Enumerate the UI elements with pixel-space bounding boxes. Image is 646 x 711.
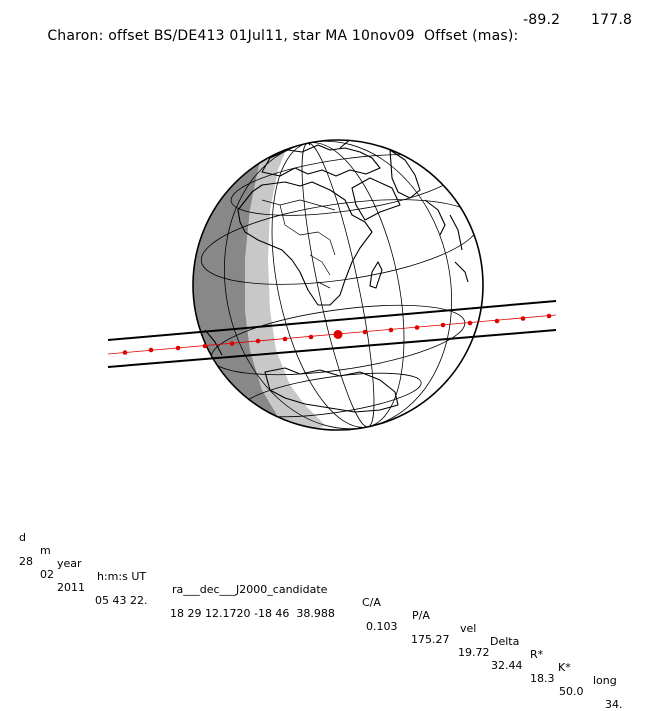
col-rstar: R* — [530, 648, 544, 661]
col-year: year — [57, 557, 82, 570]
time-marker — [520, 316, 526, 321]
time-marker — [122, 350, 128, 355]
arabia-outline — [351, 177, 401, 221]
time-marker — [362, 329, 368, 335]
offset-values: -89.2 177.8 — [38, 12, 638, 60]
title-text: Charon: offset BS/DE413 01Jul11, star MA… — [47, 28, 519, 44]
time-marker — [388, 327, 394, 333]
occultation-map — [107, 139, 557, 431]
col-radec: ra___dec___J2000_candidate — [172, 583, 328, 596]
col-pa: P/A — [412, 609, 430, 622]
africa-outline — [237, 181, 373, 306]
col-long: long — [593, 674, 617, 687]
madagascar-outline — [369, 261, 383, 289]
time-marker — [494, 318, 500, 324]
antarctica-outline — [264, 367, 399, 413]
shadow-limit-north — [107, 300, 557, 341]
val-time: 05 43 22. — [95, 594, 148, 607]
time-marker — [229, 341, 235, 346]
time-marker — [175, 345, 181, 351]
time-marker — [282, 336, 288, 342]
table-header-row: d m year h:m:s UT ra___dec___J2000_candi… — [0, 518, 646, 687]
val-month: 02 — [40, 568, 54, 581]
val-year: 2011 — [57, 581, 85, 594]
time-marker — [467, 320, 473, 326]
val-ca: 0.103 — [366, 620, 398, 633]
twilight-region — [245, 140, 325, 430]
time-marker — [255, 338, 261, 344]
continent-outlines — [204, 140, 469, 413]
asia-outline — [389, 149, 421, 199]
col-kstar: K* — [558, 661, 571, 674]
europe-outline — [261, 144, 381, 177]
plot-title: Charon: offset BS/DE413 01Jul11, star MA… — [38, 12, 518, 44]
offset-ra-value: -89.2 — [523, 12, 561, 28]
time-markers — [122, 313, 552, 355]
shadow-limit-south — [107, 329, 557, 368]
col-day: d — [19, 531, 26, 544]
val-long: 34. — [605, 698, 623, 711]
col-delta: Delta — [490, 635, 520, 648]
val-delta: 32.44 — [491, 659, 523, 672]
val-pa: 175.27 — [411, 633, 450, 646]
val-day: 28 — [19, 555, 33, 568]
time-marker — [414, 325, 420, 330]
time-marker — [148, 347, 154, 353]
col-ca: C/A — [362, 596, 381, 609]
time-marker — [546, 313, 552, 319]
closest-approach-marker — [333, 330, 343, 339]
col-vel: vel — [460, 622, 477, 635]
val-kstar: 50.0 — [559, 685, 584, 698]
time-marker — [440, 322, 446, 328]
col-month: m — [40, 544, 51, 557]
globe-outline — [192, 139, 484, 431]
val-vel: 19.72 — [458, 646, 490, 659]
col-time: h:m:s UT — [97, 570, 147, 583]
offset-dec-value: 177.8 — [591, 12, 633, 28]
time-marker — [308, 334, 314, 340]
table-data-row: 28 02 2011 05 43 22. 18 29 12.1720 -18 4… — [0, 542, 646, 711]
central-line — [107, 314, 557, 355]
val-radec: 18 29 12.1720 -18 46 38.988 — [170, 607, 335, 620]
time-marker — [202, 343, 208, 349]
val-rstar: 18.3 — [530, 672, 555, 685]
